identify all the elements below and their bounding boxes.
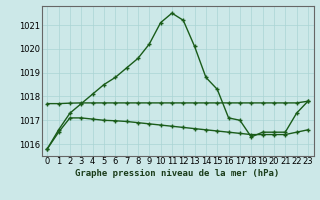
- X-axis label: Graphe pression niveau de la mer (hPa): Graphe pression niveau de la mer (hPa): [76, 169, 280, 178]
